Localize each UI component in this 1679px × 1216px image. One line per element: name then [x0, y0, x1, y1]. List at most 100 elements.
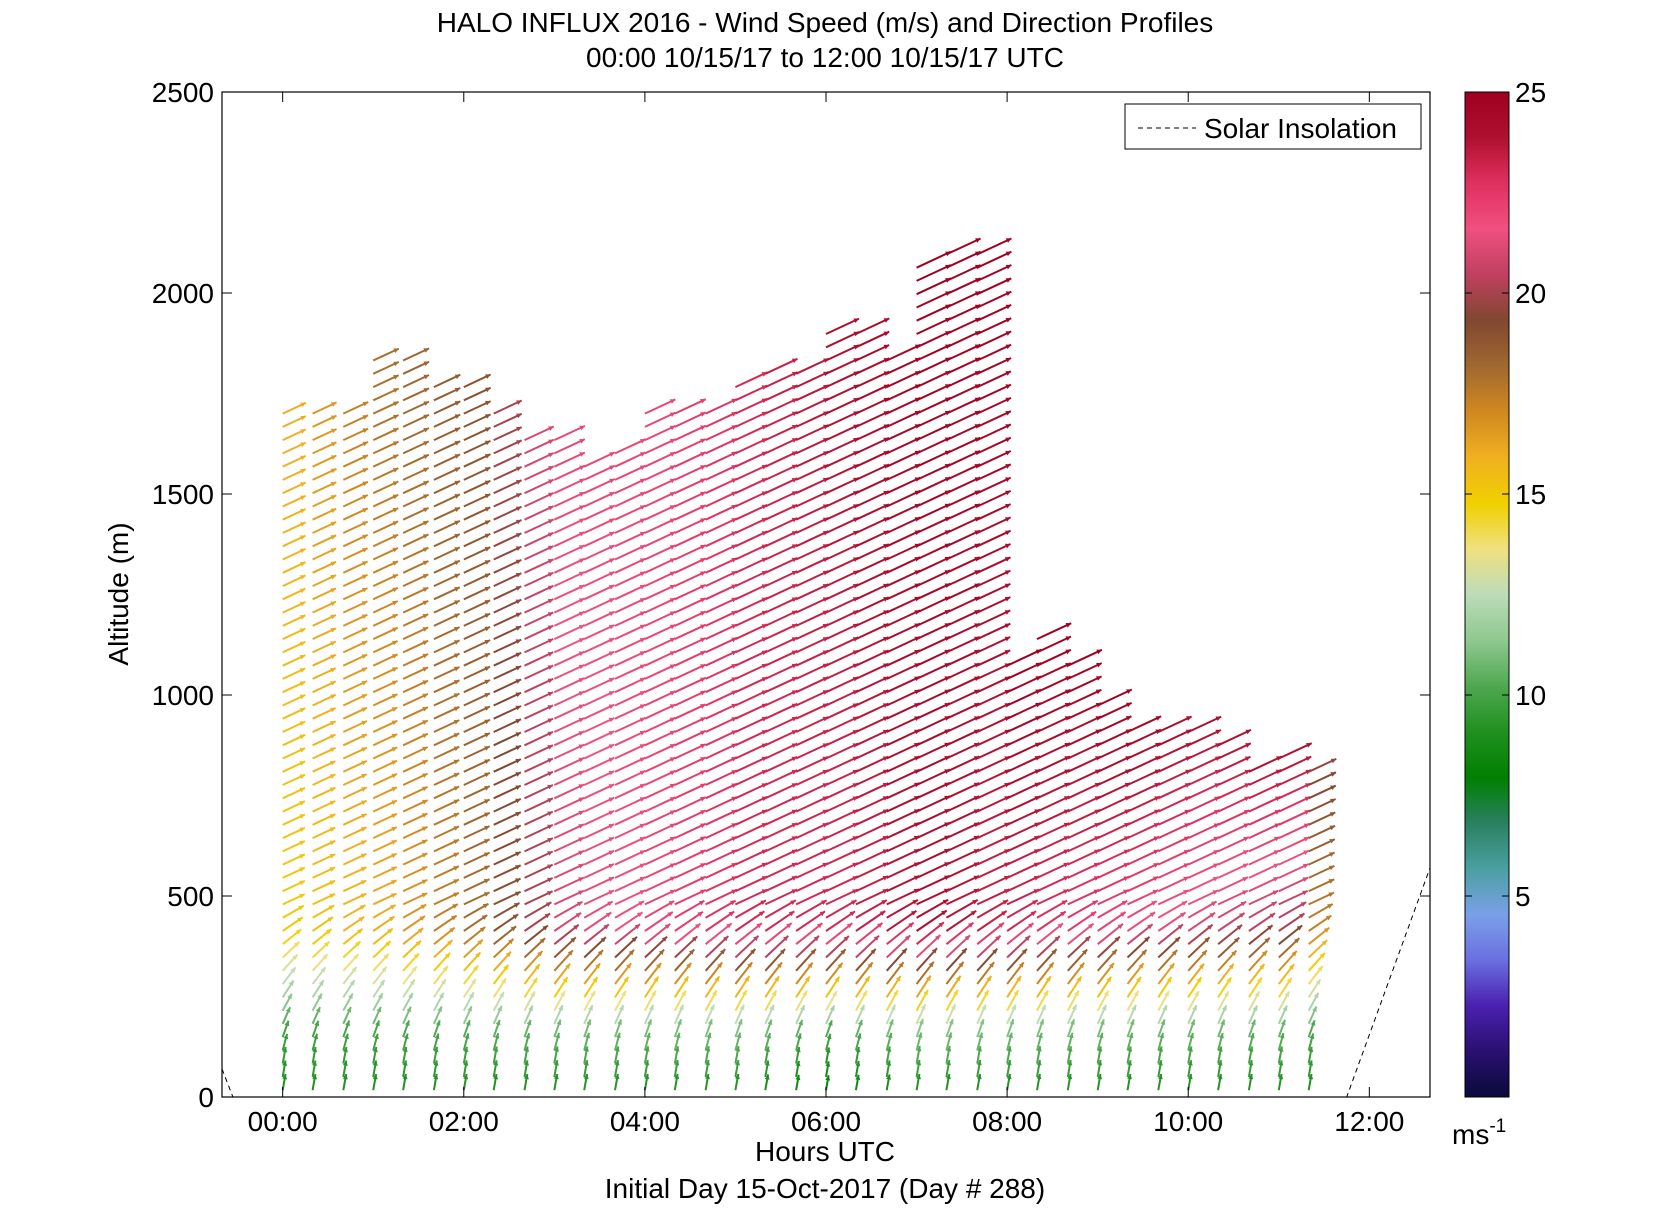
wind-vector	[1097, 862, 1130, 879]
wind-vector-head	[1004, 557, 1011, 562]
wind-vector-head	[810, 949, 816, 955]
wind-vector	[855, 490, 890, 508]
wind-vector-head	[357, 928, 363, 934]
colorbar-tick-label: 25	[1515, 77, 1546, 108]
wind-vector-head	[391, 747, 398, 752]
wind-vector-head	[329, 734, 336, 739]
wind-vector-head	[813, 935, 819, 942]
wind-vector-head	[609, 465, 615, 471]
wind-vector	[1278, 876, 1309, 893]
wind-vector-head	[877, 922, 883, 928]
wind-vector-head	[575, 912, 582, 918]
wind-vector	[764, 899, 797, 919]
wind-vector	[825, 795, 859, 813]
wind-vector	[1217, 912, 1246, 932]
wind-vector-head	[329, 827, 336, 832]
wind-vector-head	[547, 625, 554, 631]
wind-vector-head	[547, 585, 554, 591]
wind-vector	[945, 848, 980, 866]
wind-vector	[524, 425, 555, 442]
wind-vector-head	[1123, 889, 1129, 895]
wind-vector	[825, 636, 859, 654]
wind-vector-head	[440, 979, 446, 985]
wind-vector	[916, 595, 951, 614]
wind-vector-head	[821, 900, 827, 905]
wind-vector-head	[669, 638, 676, 643]
wind-vector-head	[362, 548, 368, 553]
wind-vector-head	[1063, 862, 1069, 868]
wind-vector	[1006, 899, 1039, 919]
wind-vector-head	[700, 863, 706, 868]
wind-vector	[644, 690, 676, 707]
wind-vector-head	[1051, 949, 1057, 955]
wind-vector-head	[288, 980, 294, 986]
wind-vector-head	[1039, 1019, 1044, 1025]
wind-vector-head	[1279, 1033, 1285, 1039]
wind-vector	[764, 755, 798, 773]
wind-vector	[855, 596, 890, 614]
wind-vector	[945, 795, 980, 813]
colorbar-tick-label: 15	[1515, 479, 1546, 510]
wind-vector	[1187, 822, 1220, 840]
wind-vector-head	[1063, 889, 1069, 894]
wind-vector-head	[515, 851, 521, 857]
wind-vector-head	[391, 694, 398, 699]
wind-vector-head	[669, 531, 676, 537]
wind-vector-head	[493, 1060, 499, 1066]
wind-vector-head	[798, 1019, 803, 1026]
wind-vector	[1248, 876, 1280, 893]
wind-vector-head	[524, 1060, 529, 1066]
wind-vector-head	[771, 990, 777, 997]
wind-vector-head	[444, 952, 451, 959]
wind-vector	[976, 675, 1011, 694]
wind-vector-head	[393, 414, 399, 420]
wind-vector	[614, 504, 646, 521]
wind-vector-head	[791, 862, 798, 868]
wind-vector	[945, 888, 980, 906]
wind-vector	[1278, 742, 1313, 760]
wind-vector-head	[700, 690, 706, 696]
wind-vector-head	[299, 681, 306, 687]
wind-vector-head	[578, 837, 584, 842]
wind-vector-head	[1152, 889, 1159, 895]
wind-vector	[855, 755, 889, 773]
wind-vector	[1036, 635, 1072, 654]
wind-vector-head	[791, 823, 798, 828]
wind-vector-head	[413, 953, 419, 959]
wind-vector-head	[791, 836, 798, 841]
wind-vector	[1126, 923, 1154, 945]
wind-vector	[644, 836, 676, 853]
wind-vector	[674, 411, 707, 428]
wind-vector	[976, 622, 1011, 641]
wind-vector	[614, 491, 646, 508]
wind-vector-head	[608, 585, 615, 590]
wind-vector-head	[422, 746, 428, 752]
wind-vector-head	[1009, 1019, 1015, 1025]
wind-vector-head	[1328, 879, 1335, 884]
wind-vector	[644, 504, 676, 521]
wind-vector	[734, 636, 768, 654]
wind-vector	[855, 463, 890, 481]
wind-vector-field	[281, 237, 1337, 1091]
wind-vector-head	[390, 893, 397, 898]
wind-vector-head	[695, 923, 701, 929]
wind-vector	[916, 675, 951, 694]
wind-vector-head	[791, 756, 798, 762]
wind-vector-head	[560, 991, 565, 997]
wind-vector-head	[320, 967, 326, 973]
wind-vector-head	[700, 571, 706, 576]
wind-vector-head	[328, 905, 335, 911]
wind-vector-head	[977, 1046, 982, 1052]
wind-vector-head	[639, 505, 646, 510]
wind-vector-head	[947, 1032, 953, 1038]
wind-vector-head	[651, 990, 656, 997]
wind-vector	[855, 795, 889, 813]
wind-vector-head	[637, 912, 643, 918]
wind-vector-head	[402, 1074, 408, 1080]
wind-vector-head	[964, 935, 970, 941]
wind-vector-head	[329, 854, 336, 859]
wind-vector	[734, 875, 768, 893]
wind-vector	[795, 782, 829, 800]
wind-vector-head	[804, 976, 810, 983]
wind-vector	[734, 782, 768, 800]
